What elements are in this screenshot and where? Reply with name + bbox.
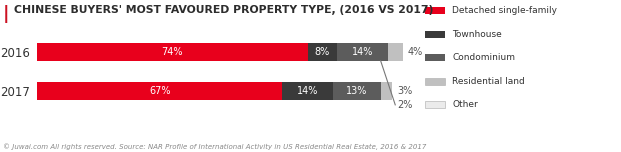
Bar bbox=[333, 82, 381, 100]
Text: 67%: 67% bbox=[149, 86, 170, 96]
Bar bbox=[37, 82, 282, 100]
Bar bbox=[307, 43, 337, 61]
Text: Detached single-family: Detached single-family bbox=[452, 6, 558, 15]
Text: 14%: 14% bbox=[351, 47, 373, 57]
Text: © Juwai.com All rights reserved. Source: NAR Profile of International Activity i: © Juwai.com All rights reserved. Source:… bbox=[3, 144, 427, 150]
Bar bbox=[282, 82, 333, 100]
Text: 2%: 2% bbox=[397, 100, 412, 110]
Text: 4%: 4% bbox=[408, 47, 424, 57]
Text: 14%: 14% bbox=[297, 86, 319, 96]
Text: Other: Other bbox=[452, 100, 478, 109]
Text: Condominium: Condominium bbox=[452, 53, 515, 62]
Text: Residential land: Residential land bbox=[452, 77, 525, 86]
Text: 3%: 3% bbox=[397, 86, 412, 96]
Text: 74%: 74% bbox=[161, 47, 183, 57]
Text: |: | bbox=[3, 5, 9, 22]
Bar bbox=[337, 43, 388, 61]
Text: CHINESE BUYERS' MOST FAVOURED PROPERTY TYPE, (2016 VS 2017): CHINESE BUYERS' MOST FAVOURED PROPERTY T… bbox=[14, 5, 433, 15]
Text: 8%: 8% bbox=[315, 47, 330, 57]
Bar bbox=[388, 43, 402, 61]
Text: 13%: 13% bbox=[346, 86, 368, 96]
Text: Townhouse: Townhouse bbox=[452, 30, 502, 39]
Bar bbox=[37, 43, 307, 61]
Bar bbox=[381, 82, 392, 100]
